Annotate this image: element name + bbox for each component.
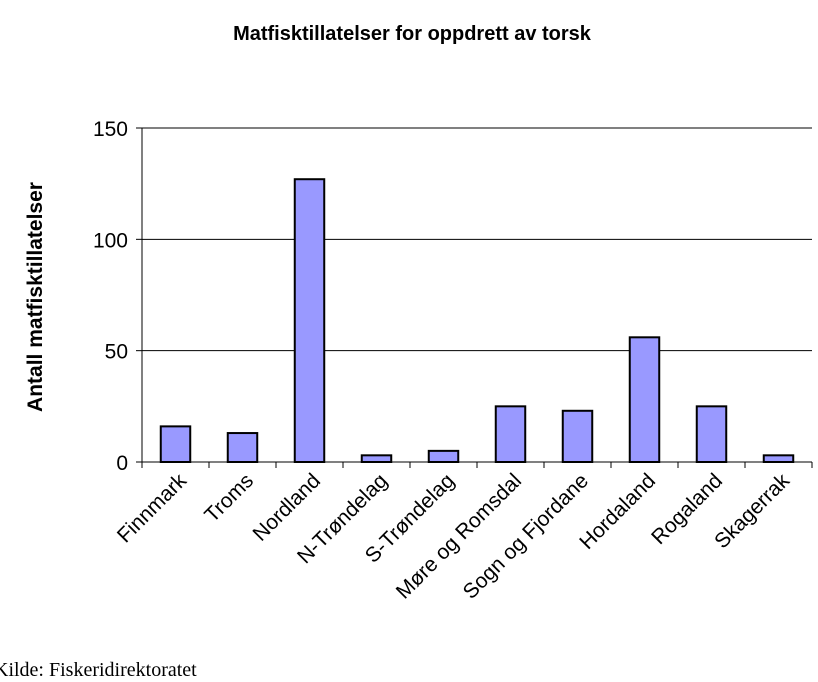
y-tick-label: 50	[105, 341, 128, 364]
bar	[159, 425, 192, 463]
bar	[293, 178, 326, 463]
bar	[360, 454, 393, 464]
source-note: Kilde: Fiskeridirektoratet	[0, 659, 197, 681]
y-tick-label: 0	[116, 452, 128, 475]
x-tick-label: Sogn og Fjordane	[459, 469, 593, 603]
bar	[226, 432, 259, 464]
bar	[494, 405, 527, 464]
bar	[762, 454, 795, 464]
bar	[427, 449, 460, 464]
chart-title: Matfisktillatelser for oppdrett av torsk	[233, 23, 592, 45]
x-tick-label: Troms	[200, 469, 258, 527]
y-tick-label: 100	[93, 229, 128, 252]
x-tick-label: Møre og Romsdal	[392, 469, 526, 603]
bar	[695, 405, 728, 464]
y-tick-label: 150	[93, 118, 128, 141]
bar	[561, 409, 594, 463]
bar	[628, 336, 661, 464]
x-tick-label: Finnmark	[113, 469, 192, 548]
y-axis-label: Antall matfisktillatelser	[24, 182, 47, 412]
